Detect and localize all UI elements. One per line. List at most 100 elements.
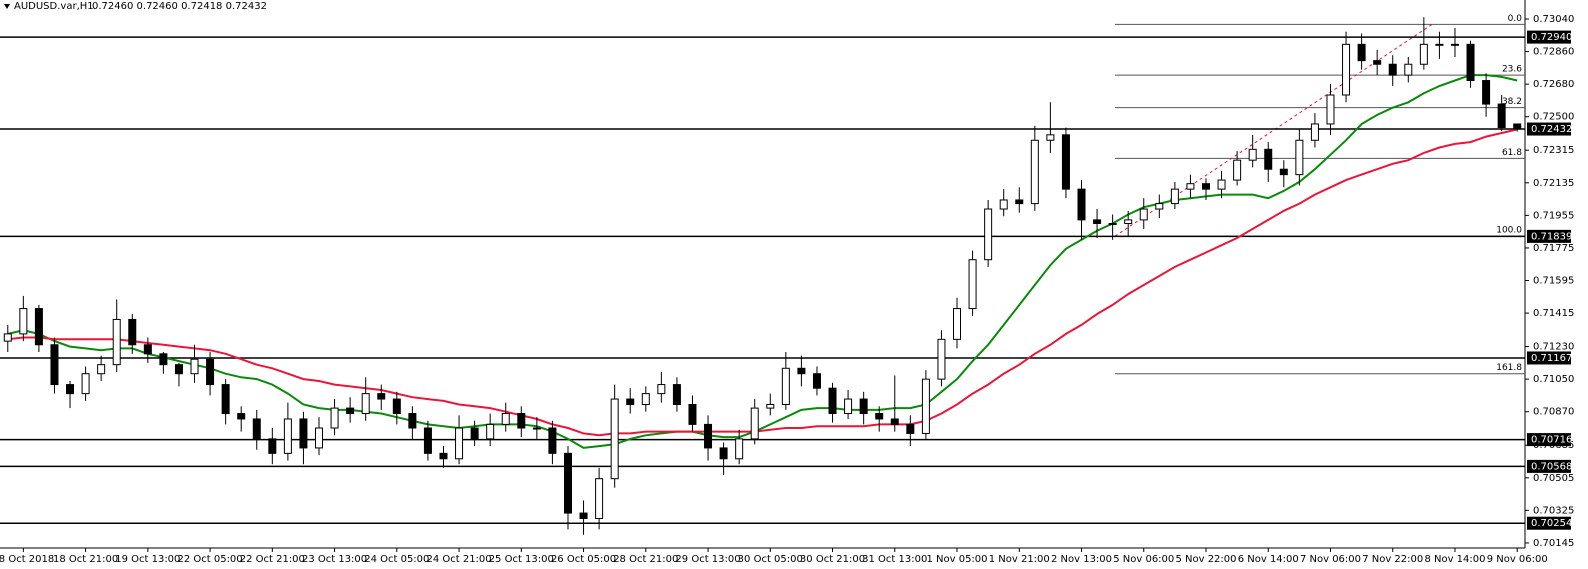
y-tick-label: 0.71955 [1533, 210, 1574, 221]
level-price-label: 0.71839 [1531, 231, 1572, 242]
candle-body [1077, 188, 1086, 221]
y-tick-label: 0.71230 [1533, 342, 1574, 353]
candle-body [190, 358, 199, 375]
y-tick-label: 0.73040 [1533, 14, 1574, 25]
candle-body [719, 447, 728, 460]
menu-triangle[interactable] [4, 4, 10, 9]
candle-body [579, 512, 588, 520]
candle-body [1046, 134, 1055, 141]
candle-body [128, 318, 137, 346]
fib-label: 61.8 [1502, 148, 1522, 158]
moving-average [7, 128, 1518, 437]
candle-body [1373, 60, 1382, 65]
x-tick-label: 22 Oct 05:00 [177, 554, 242, 565]
candle-body [735, 438, 744, 460]
candle-body [906, 423, 915, 434]
candle-body [1466, 43, 1475, 82]
candle-body [953, 308, 962, 340]
ohlc-info: 0.72460 0.72460 0.72418 0.72432 [92, 1, 267, 12]
candle-body [595, 478, 604, 520]
x-tick-label: 8 Nov 14:00 [1424, 554, 1485, 565]
candle-body [999, 199, 1008, 210]
candle-body [486, 423, 495, 440]
x-tick-label: 7 Nov 06:00 [1300, 554, 1361, 565]
candle-body [439, 452, 448, 460]
candle-body [1124, 219, 1133, 225]
candle-body [641, 393, 650, 405]
candle-body [688, 403, 697, 425]
x-tick-label: 29 Oct 13:00 [675, 554, 740, 565]
candle-body [890, 418, 899, 425]
candle-body [112, 318, 121, 366]
level-price-box [1527, 351, 1571, 365]
x-tick-label: 24 Oct 21:00 [426, 554, 491, 565]
candle-body [237, 413, 246, 420]
x-tick-label: 31 Oct 13:00 [862, 554, 927, 565]
candle-body [875, 413, 884, 420]
fib-label: 38.2 [1502, 97, 1522, 107]
candle-body [704, 423, 713, 449]
level-price-box [1527, 433, 1571, 447]
candle-body [1233, 159, 1242, 181]
level-price-box [1527, 229, 1571, 243]
candle-body [1450, 43, 1459, 46]
candle-body [19, 308, 28, 335]
x-tick-label: 5 Nov 22:00 [1175, 554, 1236, 565]
candle-body [1279, 168, 1288, 176]
candle-body [921, 378, 930, 434]
candle-body [268, 438, 277, 454]
candle-body [252, 418, 261, 440]
x-tick-label: 7 Nov 22:00 [1362, 554, 1423, 565]
candle-body [299, 418, 308, 449]
y-tick-label: 0.71595 [1533, 276, 1574, 287]
candle-body [1342, 43, 1351, 96]
candle-body [1093, 219, 1102, 225]
candle-body [392, 398, 401, 415]
fib-label: 0.0 [1508, 14, 1523, 24]
candle-body [34, 308, 43, 346]
candle-body [1170, 188, 1179, 205]
candle-body [50, 344, 59, 386]
candle-body [330, 407, 339, 429]
y-tick-label: 0.71050 [1533, 374, 1574, 385]
candle-body [797, 367, 806, 375]
candle-body [626, 398, 635, 405]
candle-body [423, 427, 432, 454]
candle-body [206, 358, 215, 386]
y-tick-label: 0.70325 [1533, 505, 1574, 516]
candle-body [859, 398, 868, 415]
level-price-box [1527, 30, 1571, 44]
candle-body [1217, 179, 1226, 190]
x-tick-label: 30 Oct 21:00 [800, 554, 865, 565]
candle-body [1295, 139, 1304, 176]
y-tick-label: 0.71775 [1533, 243, 1574, 254]
candle-body [174, 364, 183, 375]
y-tick-label: 0.72135 [1533, 178, 1574, 189]
x-tick-label: 24 Oct 05:00 [364, 554, 429, 565]
candle-body [532, 427, 541, 430]
candle-body [1388, 63, 1397, 76]
candle-body [3, 333, 12, 342]
candle-body [1015, 199, 1024, 205]
candle-body [159, 353, 168, 366]
x-tick-label: 2 Nov 13:00 [1051, 554, 1112, 565]
candle-body [1201, 183, 1210, 190]
candle-body [657, 384, 666, 395]
moving-average [7, 74, 1518, 449]
x-tick-label: 19 Oct 13:00 [115, 554, 180, 565]
candle-body [1435, 43, 1444, 46]
candle-body [563, 452, 572, 514]
y-tick-label: 0.70505 [1533, 473, 1574, 484]
y-tick-label: 0.72315 [1533, 145, 1574, 156]
candle-body [97, 364, 106, 375]
x-tick-label: 5 Nov 06:00 [1113, 554, 1174, 565]
candle-body [1264, 148, 1273, 170]
candle-body [750, 407, 759, 440]
candle-body [812, 373, 821, 389]
candle-body [377, 393, 386, 400]
fib-label: 23.6 [1502, 65, 1522, 75]
x-tick-label: 1 Nov 05:00 [926, 554, 987, 565]
candle-body [221, 384, 230, 415]
fib-label: 100.0 [1496, 226, 1522, 236]
x-tick-label: 18 Oct 2018 [0, 554, 54, 565]
